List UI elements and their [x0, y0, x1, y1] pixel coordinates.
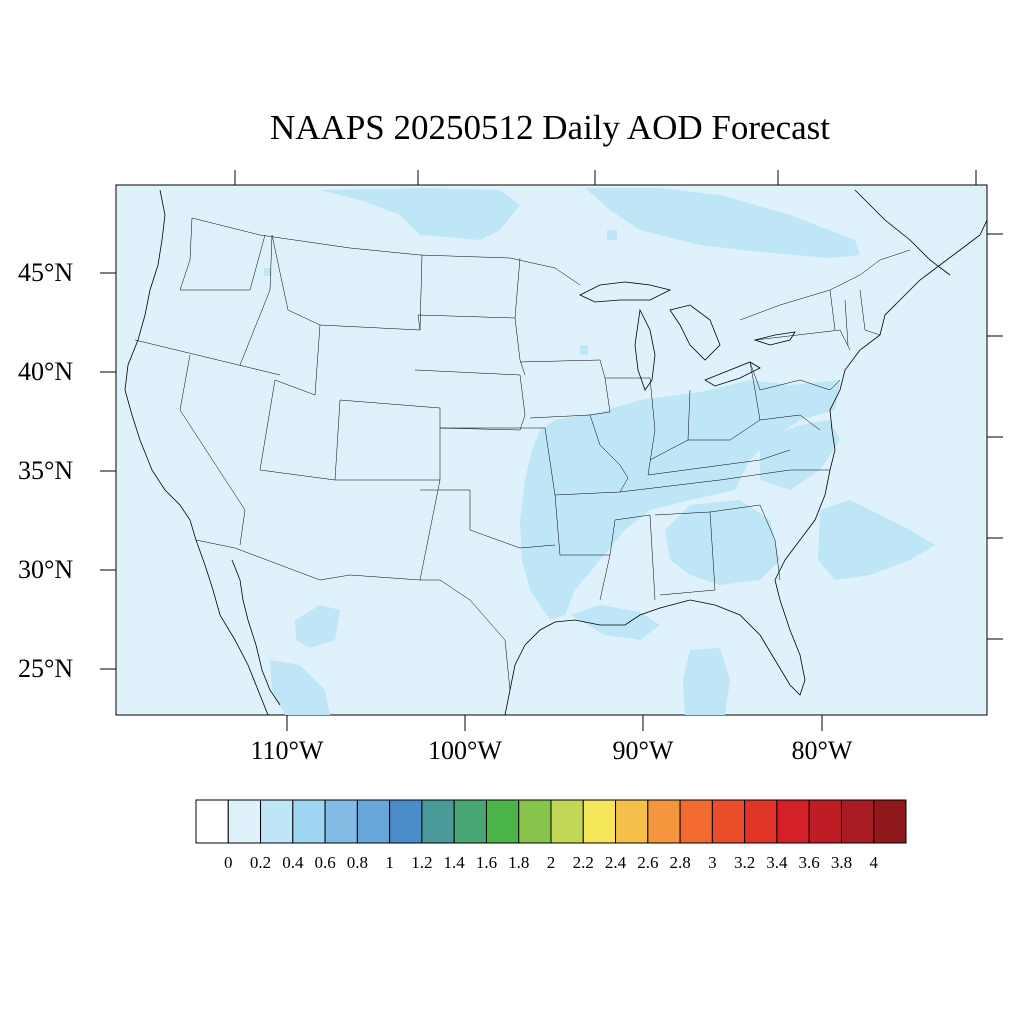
colorbar-label: 0.6 — [314, 853, 336, 872]
colorbar-swatch — [711, 799, 746, 844]
lake-ontario — [753, 331, 796, 346]
colorbar-swatch — [292, 799, 326, 844]
plume-southeast — [665, 500, 780, 585]
baja-coastline — [231, 559, 281, 706]
colorbar-label: 2.8 — [669, 853, 691, 872]
frame-ticks — [100, 170, 1003, 731]
colorbar-label: 0.8 — [346, 853, 368, 872]
colorbar-swatch — [453, 799, 487, 844]
colorbar-swatch — [518, 799, 552, 844]
colorbar-swatch — [550, 799, 584, 844]
plume-nh-spot — [607, 230, 617, 240]
lake-michigan — [634, 308, 656, 391]
colorbar-label: 3.4 — [766, 853, 788, 872]
colorbar-swatch — [615, 799, 649, 844]
lat-label-45: 45°N — [18, 258, 74, 287]
colorbar-swatch — [679, 799, 713, 844]
colorbar-swatch — [873, 799, 907, 844]
plume-virginia — [760, 420, 840, 490]
coastlines — [124, 189, 987, 715]
pacific-coastline — [124, 189, 269, 715]
plume-great-lakes-north — [585, 188, 860, 258]
aod-plumes — [264, 188, 935, 715]
colorbar-label: 1 — [385, 853, 394, 872]
plume-mexico-southwest — [270, 660, 330, 715]
colorbar-label: 0.2 — [249, 853, 272, 872]
colorbar-swatch — [647, 799, 681, 844]
lon-label-100: 100°W — [428, 736, 502, 765]
plume-michigan-spot — [580, 345, 588, 355]
colorbar-label: 3 — [708, 853, 717, 872]
lon-label-80: 80°W — [791, 736, 853, 765]
plume-canada-north — [320, 188, 520, 240]
lat-label-30: 30°N — [18, 555, 74, 584]
lat-label-35: 35°N — [18, 456, 74, 485]
colorbar-label: 2 — [546, 853, 556, 872]
colorbar-swatch — [324, 799, 358, 844]
colorbar-swatch — [808, 799, 842, 844]
colorbar-swatch — [840, 799, 875, 844]
state-borders — [134, 217, 911, 691]
lake-erie — [704, 361, 761, 387]
colorbar-label: 3.2 — [734, 853, 756, 872]
lat-label-40: 40°N — [18, 357, 74, 386]
colorbar-label: 1.2 — [411, 853, 433, 872]
plume-mexico-west — [295, 605, 340, 648]
lake-huron — [669, 304, 721, 361]
hudson-bay-coast — [854, 189, 951, 276]
gulf-coastline-west — [504, 579, 806, 715]
plume-gulf — [570, 605, 660, 640]
lon-label-110: 110°W — [250, 736, 324, 765]
lake-superior — [579, 281, 672, 303]
plume-idaho-spot — [264, 268, 272, 276]
colorbar-label: 3.8 — [830, 853, 853, 872]
colorbar-swatch — [421, 799, 455, 844]
colorbar-swatch — [356, 799, 391, 844]
lon-label-90: 90°W — [612, 736, 674, 765]
plume-atlantic — [818, 500, 935, 580]
colorbar-label: 4 — [869, 853, 878, 872]
colorbar-label: 0 — [224, 853, 233, 872]
colorbar-label: 2.2 — [572, 853, 594, 872]
colorbar-swatch — [485, 799, 520, 844]
map-title: NAAPS 20250512 Daily AOD Forecast — [270, 108, 830, 147]
colorbar-label: 2.4 — [604, 853, 627, 872]
lat-label-25: 25°N — [18, 654, 74, 683]
colorbar-swatch — [195, 799, 229, 844]
colorbar-label: 3.6 — [798, 853, 820, 872]
colorbar-swatch — [582, 799, 617, 844]
colorbar-label: 1.4 — [443, 853, 465, 872]
colorbar-label: 2.6 — [637, 853, 659, 872]
plume-gulf-south — [683, 648, 730, 715]
colorbar-swatch — [227, 799, 262, 844]
colorbar-label: 0.4 — [282, 853, 304, 872]
colorbar-swatch — [389, 799, 423, 844]
colorbar-label: 1.8 — [508, 853, 530, 872]
colorbar — [195, 799, 907, 844]
us-canada-border-east — [739, 249, 911, 321]
colorbar-swatch — [776, 799, 810, 844]
colorbar-swatch — [260, 799, 294, 844]
atlantic-coastline — [774, 219, 987, 581]
colorbar-label: 1.6 — [475, 853, 498, 872]
colorbar-swatch — [744, 799, 778, 844]
us-canada-border — [191, 217, 581, 286]
